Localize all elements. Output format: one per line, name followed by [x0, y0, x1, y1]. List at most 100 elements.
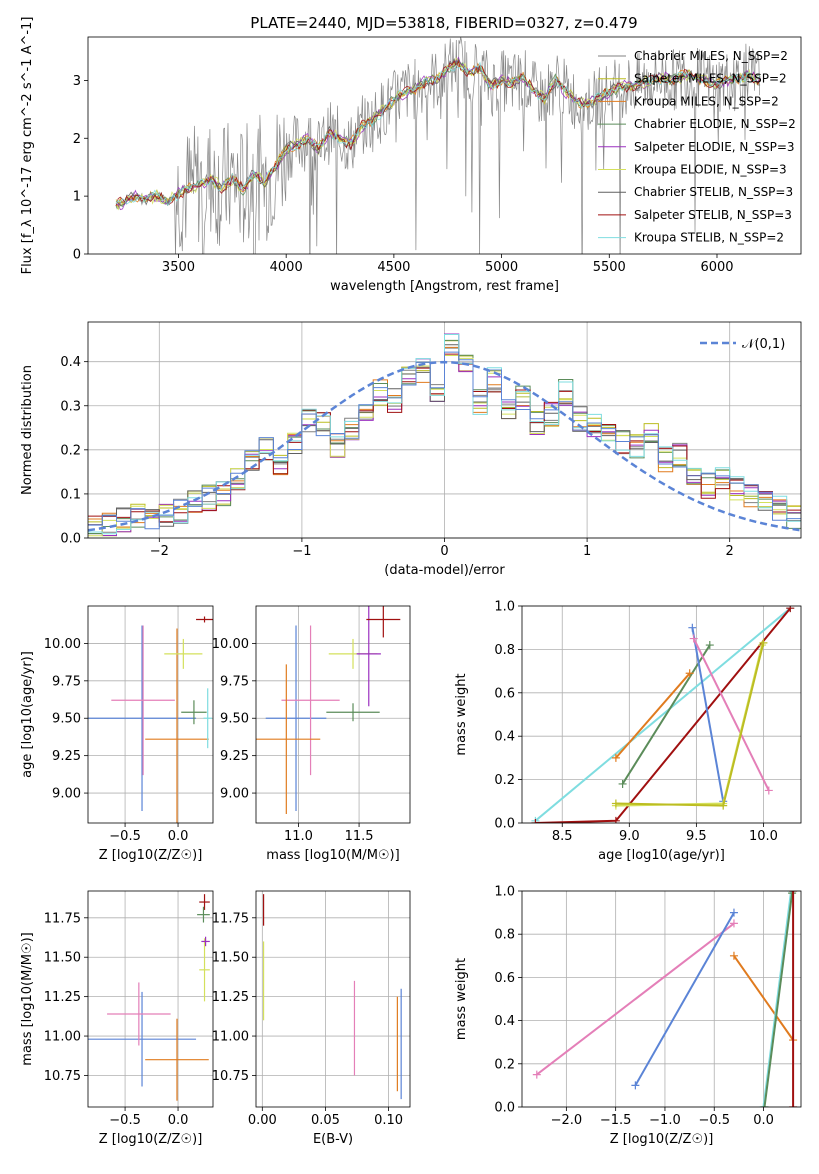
chart-age-vs-mass: 11.0 11.5 9.00 9.25 9.50 9.75 10.00 mass [log10… — [212, 605, 411, 863]
legend-label: Chabrier ELODIE, N_SSP=2 — [634, 117, 796, 131]
y-axis-label: mass weight — [454, 958, 469, 1040]
weight-point-marker — [618, 779, 627, 788]
x-tick-label: 0.0 — [168, 829, 189, 844]
legend-label: Chabrier STELIB, N_SSP=3 — [634, 185, 793, 199]
errorbar-point — [164, 638, 203, 669]
weight-point-marker — [611, 753, 620, 762]
x-tick-label: −2 — [150, 544, 169, 559]
x-tick-label: −0.5 — [109, 1113, 141, 1128]
model-spectrum-line — [115, 61, 761, 206]
weight-series-line — [763, 893, 794, 1107]
errorbar-point — [256, 664, 321, 815]
chart-mass-weight-vs-age: 8.5 9.0 9.5 10.0 0.0 0.2 0.4 0.6 0.8 1.0 age [log1… — [454, 600, 802, 863]
y-tick-label: 10.75 — [212, 1069, 249, 1084]
weight-series-line — [762, 891, 793, 1107]
weight-point-marker — [759, 1103, 768, 1107]
errorbar-point — [203, 688, 212, 749]
legend-label: Salpeter MILES, N_SSP=2 — [634, 72, 787, 86]
y-tick-label: 0.0 — [494, 1101, 515, 1116]
y-tick-label: 1 — [73, 190, 81, 205]
weight-series-line — [733, 955, 794, 1041]
y-tick-label: 9.25 — [52, 749, 81, 764]
y-tick-label: 0.1 — [60, 487, 81, 502]
y-axis-label: mass weight — [454, 673, 469, 755]
weight-point-marker — [688, 623, 697, 632]
errorbar-point — [145, 1018, 209, 1101]
y-tick-label: 0.4 — [60, 355, 81, 370]
x-axis-label: mass [log10(M/M☉)] — [266, 848, 399, 863]
errorbar-plot-area — [256, 606, 401, 815]
x-tick-label: −0.5 — [698, 1113, 730, 1128]
x-tick-label: −2.0 — [551, 1113, 583, 1128]
y-tick-label: 10.00 — [44, 637, 81, 652]
x-tick-label: −1.0 — [649, 1113, 681, 1128]
y-tick-label: 0.4 — [494, 730, 515, 745]
x-tick-label: 0.0 — [753, 1113, 774, 1128]
weight-series-line — [534, 607, 791, 822]
errorbar-point — [201, 936, 210, 947]
legend-label: 𝒩(0,1) — [742, 337, 785, 352]
weight-point-marker — [689, 634, 698, 643]
x-tick-label: 0.00 — [248, 1113, 277, 1128]
axes-frame — [255, 890, 411, 1108]
weight-point-marker — [611, 816, 620, 823]
x-tick-label: −1 — [292, 544, 311, 559]
normal-curve — [88, 360, 801, 532]
y-tick-label: 10.75 — [44, 1069, 81, 1084]
errorbar-point — [281, 625, 340, 776]
weight-series-line — [692, 638, 770, 791]
weight-plot-area — [531, 606, 795, 823]
x-tick-label: 9.0 — [619, 829, 640, 844]
x-tick-label: 0.05 — [311, 1113, 340, 1128]
x-tick-label: 8.5 — [552, 829, 573, 844]
x-tick-label: −1.5 — [600, 1113, 632, 1128]
x-tick-label: 5500 — [593, 260, 626, 275]
y-tick-label: 9.25 — [220, 749, 249, 764]
errorbar-point — [196, 616, 213, 623]
y-tick-label: 9.75 — [52, 674, 81, 689]
legend-label: Chabrier MILES, N_SSP=2 — [634, 49, 788, 63]
y-tick-label: 11.00 — [44, 1030, 81, 1045]
y-tick-label: 11.00 — [212, 1030, 249, 1045]
chart-residuals: −2 −1 0 1 2 0.0 0.1 0.2 0.3 0.4 (data-model)/error… — [20, 321, 802, 578]
histogram-step — [88, 351, 801, 530]
y-tick-label: 0.0 — [494, 817, 515, 832]
axes-frame — [87, 605, 214, 824]
weight-point-marker — [685, 669, 694, 678]
y-tick-label: 2 — [73, 132, 81, 147]
x-axis-label: Z [log10(Z/Z☉)] — [99, 848, 203, 863]
x-axis-label: Z [log10(Z/Z☉)] — [99, 1132, 203, 1147]
weight-point-marker — [729, 919, 738, 928]
errorbar-point — [199, 938, 210, 1002]
y-tick-label: 0.2 — [494, 773, 515, 788]
y-tick-label: 0.6 — [494, 971, 515, 986]
weight-point-marker — [532, 1070, 541, 1079]
y-tick-label: 9.75 — [220, 674, 249, 689]
y-tick-label: 1.0 — [494, 885, 515, 900]
x-axis-label: E(B-V) — [313, 1132, 353, 1147]
model-spectrum-line — [115, 59, 761, 207]
errorbar-point — [199, 894, 210, 910]
y-tick-label: 11.75 — [44, 911, 81, 926]
x-tick-label: −0.5 — [109, 829, 141, 844]
weight-point-marker — [729, 908, 738, 917]
errorbar-point — [326, 703, 380, 722]
y-tick-label: 1.0 — [494, 600, 515, 615]
errorbar-point — [145, 628, 209, 823]
x-tick-label: 0 — [440, 544, 448, 559]
y-tick-label: 11.50 — [212, 951, 249, 966]
page-title: PLATE=2440, MJD=53818, FIBERID=0327, z=0… — [250, 14, 637, 32]
x-tick-label: 11.5 — [345, 829, 374, 844]
weight-series-line — [615, 672, 691, 759]
errorbar-point — [265, 625, 327, 812]
x-tick-label: 4000 — [270, 260, 303, 275]
weight-point-marker — [531, 819, 540, 823]
chart-mass-vs-z: −0.5 0.0 10.75 11.00 11.25 11.50 11.75 Z [log10… — [20, 890, 214, 1147]
y-tick-label: 0.0 — [60, 532, 81, 547]
x-axis-label: (data-model)/error — [384, 563, 505, 578]
legend-label: Kroupa MILES, N_SSP=2 — [634, 94, 779, 108]
x-tick-label: 9.5 — [686, 829, 707, 844]
y-tick-label: 11.50 — [44, 951, 81, 966]
errorbar-point — [356, 606, 381, 707]
